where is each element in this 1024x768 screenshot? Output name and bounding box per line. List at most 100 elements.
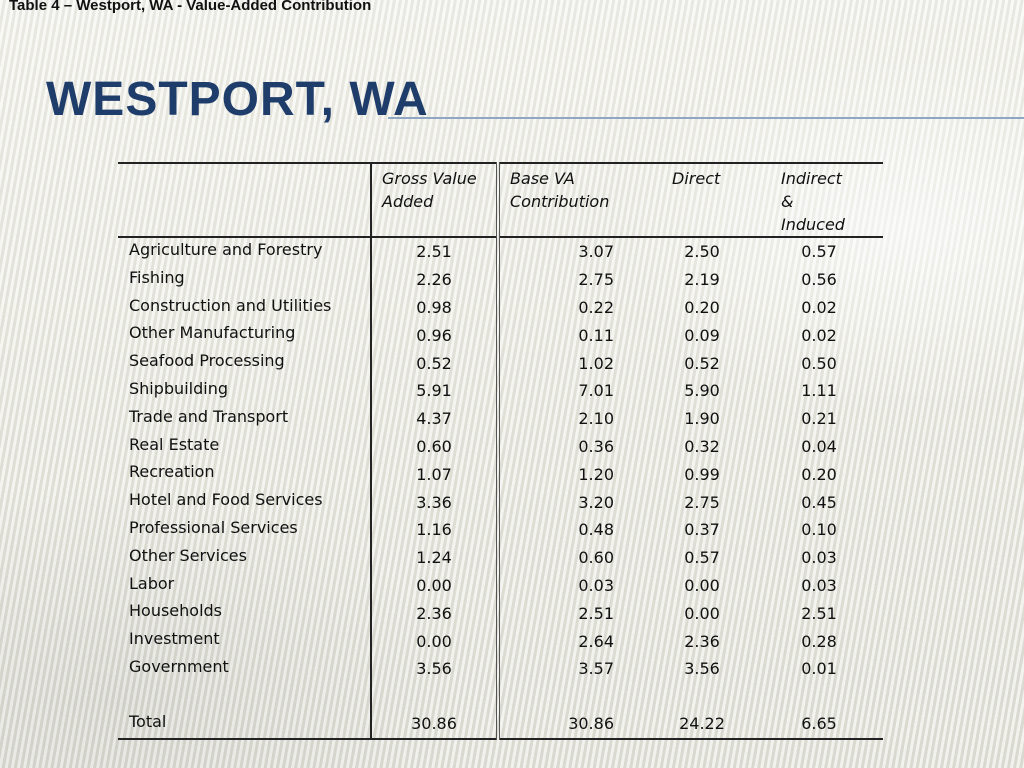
table-row: Households 2.36 2.51 0.00 2.51 xyxy=(118,599,883,628)
row-direct: 0.20 xyxy=(684,297,720,317)
table-row: Construction and Utilities 0.98 0.22 0.20 0.… xyxy=(118,293,883,322)
table-caption: Table 4 – Westport, WA - Value-Added Con… xyxy=(9,0,372,14)
row-direct: 0.52 xyxy=(684,353,720,373)
row-direct: 3.56 xyxy=(684,659,720,679)
row-base-va-contribution: 3.20 xyxy=(496,488,648,516)
row-direct: 0.32 xyxy=(684,436,720,456)
row-indirect-induced: 0.21 xyxy=(801,409,837,429)
row-gross-value-added: 2.51 xyxy=(370,237,498,266)
table-total-row: Total 30.86 30.86 24.22 6.65 xyxy=(118,709,883,740)
row-gross-value-added: 3.56 xyxy=(370,654,498,683)
row-direct: 1.90 xyxy=(684,409,720,429)
row-direct: 24.22 xyxy=(648,709,769,740)
row-direct: 2.19 xyxy=(684,270,720,290)
row-gross-value-added: 3.36 xyxy=(370,488,498,516)
row-direct: 0.00 xyxy=(684,603,720,623)
row-gross-value-added: 5.91 xyxy=(370,376,498,405)
row-indirect-induced: 0.45 xyxy=(801,492,837,512)
row-sector: Households xyxy=(129,601,223,621)
row-gross-value-added: 4.37 xyxy=(370,404,498,433)
table-row: Seafood Processing 0.52 1.02 0.52 0.50 xyxy=(118,349,883,377)
table-row: Government 3.56 3.57 3.56 0.01 xyxy=(118,654,883,683)
row-direct: 2.36 xyxy=(684,631,720,651)
row-sector: Other Manufacturing xyxy=(129,323,296,343)
row-base-va-contribution: 30.86 xyxy=(496,709,648,740)
header-indirect-induced: Indirect & Induced xyxy=(769,162,883,238)
table-row: Real Estate 0.60 0.36 0.32 0.04 xyxy=(118,432,883,461)
spacer-cell xyxy=(118,683,371,710)
row-gross-value-added: 1.24 xyxy=(370,543,498,572)
row-gross-value-added: 0.60 xyxy=(370,432,498,461)
row-gross-value-added: 0.00 xyxy=(370,627,498,655)
row-base-va-contribution: 0.11 xyxy=(496,321,648,350)
spacer-cell xyxy=(769,683,883,710)
row-base-va-contribution: 2.10 xyxy=(496,404,648,433)
row-indirect-induced: 0.56 xyxy=(801,270,837,290)
row-gross-value-added: 1.07 xyxy=(370,460,498,489)
title-divider xyxy=(388,117,1024,119)
row-gross-value-added: 0.52 xyxy=(370,349,498,377)
table-row: Other Services 1.24 0.60 0.57 0.03 xyxy=(118,543,883,572)
table-row: Trade and Transport 4.37 2.10 1.90 0.21 xyxy=(118,404,883,433)
row-sector: Construction and Utilities xyxy=(129,295,332,315)
table-row: Professional Services 1.16 0.48 0.37 0.10 xyxy=(118,515,883,544)
row-base-va-contribution: 3.07 xyxy=(496,237,648,266)
row-indirect-induced: 0.28 xyxy=(801,631,837,651)
row-indirect-induced: 6.65 xyxy=(769,709,883,740)
header-base-va-contribution: Base VA Contribution xyxy=(496,162,648,238)
row-sector: Recreation xyxy=(129,462,215,482)
row-sector: Shipbuilding xyxy=(129,378,228,398)
table-row: Hotel and Food Services 3.36 3.20 2.75 0.45 xyxy=(118,488,883,516)
row-indirect-induced: 2.51 xyxy=(801,603,837,623)
row-gross-value-added: 2.26 xyxy=(370,265,498,294)
row-indirect-induced: 0.03 xyxy=(801,575,837,595)
row-indirect-induced: 0.03 xyxy=(801,548,837,568)
row-gross-value-added: 0.00 xyxy=(370,571,498,600)
header-direct: Direct xyxy=(648,162,769,238)
table-row: Labor 0.00 0.03 0.00 0.03 xyxy=(118,571,883,600)
row-base-va-contribution: 0.03 xyxy=(496,571,648,600)
slide-title: Westport, WA xyxy=(46,73,429,126)
row-direct: 0.57 xyxy=(684,548,720,568)
row-base-va-contribution: 0.48 xyxy=(496,515,648,544)
row-base-va-contribution: 1.20 xyxy=(496,460,648,489)
row-sector: Real Estate xyxy=(129,434,220,454)
row-direct: 2.75 xyxy=(684,492,720,512)
row-indirect-induced: 0.04 xyxy=(801,436,837,456)
row-base-va-contribution: 7.01 xyxy=(496,376,648,405)
table-header-row: Gross Value Added Base VA Contribution D… xyxy=(118,162,883,238)
row-sector: Agriculture and Forestry xyxy=(129,240,323,259)
header-gross-value-added: Gross Value Added xyxy=(370,162,498,238)
table-row: Agriculture and Forestry 2.51 3.07 2.50 0.57 xyxy=(118,237,883,266)
value-added-table: Gross Value Added Base VA Contribution D… xyxy=(118,162,883,740)
spacer-cell xyxy=(496,682,648,710)
row-indirect-induced: 0.10 xyxy=(801,520,837,540)
row-base-va-contribution: 2.64 xyxy=(496,627,648,655)
row-sector: Trade and Transport xyxy=(129,406,289,426)
row-indirect-induced: 0.02 xyxy=(801,297,837,317)
row-gross-value-added: 0.98 xyxy=(370,293,498,322)
table-row: Investment 0.00 2.64 2.36 0.28 xyxy=(118,627,883,655)
table-row: Recreation 1.07 1.20 0.99 0.20 xyxy=(118,460,883,489)
row-gross-value-added: 1.16 xyxy=(370,515,498,544)
row-sector: Seafood Processing xyxy=(129,351,285,371)
row-direct: 5.90 xyxy=(684,381,720,401)
row-sector: Government xyxy=(129,656,229,676)
row-base-va-contribution: 0.22 xyxy=(496,293,648,322)
row-base-va-contribution: 2.75 xyxy=(496,265,648,294)
row-sector: Investment xyxy=(129,629,220,649)
header-sector xyxy=(118,162,371,238)
row-sector: Professional Services xyxy=(129,517,298,537)
spacer-cell xyxy=(648,683,769,710)
row-indirect-induced: 1.11 xyxy=(801,381,837,401)
table-row: Fishing 2.26 2.75 2.19 0.56 xyxy=(118,265,883,294)
row-direct: 0.37 xyxy=(684,520,720,540)
row-sector: Other Services xyxy=(129,545,247,565)
row-base-va-contribution: 0.60 xyxy=(496,543,648,572)
table-row: Shipbuilding 5.91 7.01 5.90 1.11 xyxy=(118,376,883,405)
table-row: Other Manufacturing 0.96 0.11 0.09 0.02 xyxy=(118,321,883,350)
row-base-va-contribution: 2.51 xyxy=(496,599,648,628)
row-indirect-induced: 0.20 xyxy=(801,464,837,484)
row-base-va-contribution: 3.57 xyxy=(496,654,648,683)
row-sector: Labor xyxy=(129,573,175,593)
